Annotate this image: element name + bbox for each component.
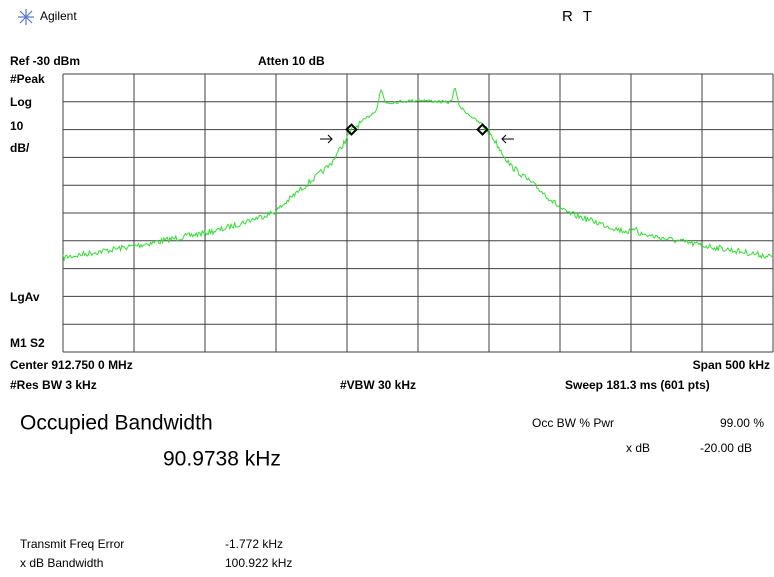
graticule — [62, 73, 774, 353]
span: Span 500 kHz — [693, 358, 770, 372]
trace — [62, 87, 773, 262]
status: R T — [562, 8, 592, 25]
scale-unit: dB/ — [10, 141, 30, 155]
xdb-bw-value: 100.922 kHz — [225, 556, 292, 570]
occ-pwr-label: Occ BW % Pwr — [532, 416, 614, 430]
scale-type: Log — [10, 95, 32, 109]
xdb-label: x dB — [626, 441, 650, 455]
bandwidth-arrows — [320, 134, 514, 144]
vbw: #VBW 30 kHz — [340, 378, 416, 392]
freq-error-label: Transmit Freq Error — [20, 537, 124, 551]
detector: #Peak — [10, 72, 45, 86]
measure-value: 90.9738 kHz — [163, 448, 281, 471]
center-freq: Center 912.750 0 MHz — [10, 358, 133, 372]
xdb-bw-label: x dB Bandwidth — [20, 556, 103, 570]
freq-error-value: -1.772 kHz — [225, 537, 283, 551]
marker-state: M1 S2 — [10, 336, 45, 350]
scale-value: 10 — [10, 119, 24, 133]
res-bw: #Res BW 3 kHz — [10, 378, 97, 392]
ref-level: Ref -30 dBm — [10, 54, 80, 68]
logo — [18, 9, 34, 25]
measure-title: Occupied Bandwidth — [20, 412, 213, 435]
markers — [345, 123, 489, 136]
xdb-value: -20.00 dB — [700, 441, 752, 455]
average-mode: LgAv — [10, 290, 40, 304]
brand: Agilent — [40, 9, 77, 23]
occ-pwr-value: 99.00 % — [720, 416, 764, 430]
attenuation: Atten 10 dB — [258, 54, 325, 68]
sweep: Sweep 181.3 ms (601 pts) — [565, 378, 710, 392]
